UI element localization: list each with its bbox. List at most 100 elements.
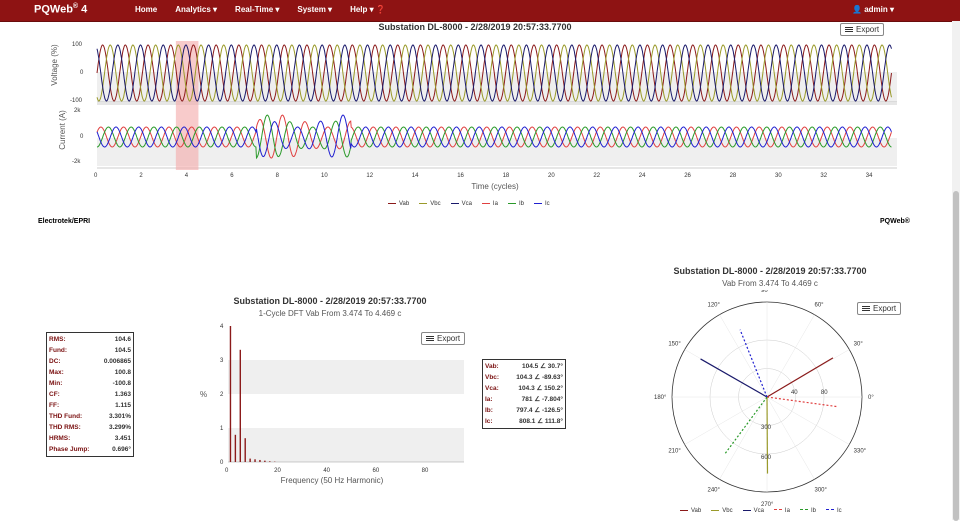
legend-item-vab[interactable]: Vab: [388, 201, 409, 207]
stat-value: 1.115: [115, 400, 131, 411]
polar-current-radial-tick: 40: [791, 390, 798, 396]
dft-y-tick: 2: [220, 392, 224, 398]
polar-angle-tick: 90°: [761, 290, 771, 294]
stat-row: Min: -100.8: [49, 378, 131, 389]
phasor-values-table: Vab:104.5 ∠ 30.7°Vbc:104.3 ∠ -89.63°Vca:…: [482, 359, 566, 429]
stat-label: Min:: [49, 378, 62, 389]
footer-right-credit: PQWeb®: [880, 218, 910, 225]
phasor-row: Ib:797.4 ∠ -126.5°: [485, 405, 563, 416]
time-axis-label: Time (cycles): [455, 182, 535, 191]
phasor-vector-ic[interactable]: [740, 330, 767, 397]
phasor-value: 781 ∠ -7.804°: [522, 394, 563, 405]
time-tick: 2: [139, 173, 142, 179]
dft-y-tick: 4: [220, 324, 224, 330]
dft-bar[interactable]: [235, 435, 236, 462]
stat-row: RMS: 104.6: [49, 334, 131, 345]
stat-value: 3.299%: [109, 422, 131, 433]
time-tick: 20: [548, 173, 555, 179]
phasor-label: Vbc:: [485, 372, 499, 383]
stat-label: FF:: [49, 400, 59, 411]
polar-angle-tick: 120°: [708, 302, 721, 308]
phasor-label: Ia:: [485, 394, 493, 405]
phasor-value: 797.4 ∠ -126.5°: [516, 405, 563, 416]
selection-highlight[interactable]: [176, 41, 199, 170]
stat-label: CF:: [49, 389, 60, 400]
legend-item-ib[interactable]: Ib: [508, 201, 524, 207]
dft-y-tick: 0: [220, 460, 224, 466]
stat-row: Fund:104.5: [49, 345, 131, 356]
legend-item-vca[interactable]: Vca: [451, 201, 472, 207]
stat-value: -100.8: [113, 378, 131, 389]
polar-angle-tick: 150°: [668, 342, 681, 348]
time-tick: 32: [820, 173, 827, 179]
dft-x-tick: 80: [422, 468, 429, 474]
polar-angle-tick: 300°: [815, 488, 828, 494]
stat-row: DC: 0.006865: [49, 356, 131, 367]
stat-row: THD RMS:3.299%: [49, 422, 131, 433]
stat-row: FF: 1.115: [49, 400, 131, 411]
time-tick: 34: [866, 173, 873, 179]
dft-subtitle: 1-Cycle DFT Vab From 3.474 To 4.469 c: [200, 309, 460, 318]
scrollbar-thumb[interactable]: [953, 191, 959, 521]
stat-value: 0.696°: [112, 444, 131, 455]
stat-label: RMS:: [49, 334, 66, 345]
time-tick: 28: [730, 173, 737, 179]
stat-label: DC:: [49, 356, 61, 367]
dft-bar[interactable]: [269, 461, 270, 462]
polar-legend-ib[interactable]: Ib: [800, 508, 816, 514]
waveform-chart[interactable]: [0, 0, 960, 200]
dft-bar[interactable]: [264, 461, 265, 462]
polar-legend: Vab Vbc Vca Ia Ib Ic: [680, 508, 842, 514]
waveform-legend: Vab Vbc Vca Ia Ib Ic: [388, 201, 550, 207]
legend-item-ia[interactable]: Ia: [482, 201, 498, 207]
dft-bar[interactable]: [240, 350, 241, 462]
dft-bar[interactable]: [249, 459, 250, 462]
time-tick: 10: [321, 173, 328, 179]
legend-item-ic[interactable]: Ic: [534, 201, 550, 207]
dft-y-tick: 3: [220, 358, 224, 364]
stat-value: 3.451: [115, 433, 131, 444]
polar-subtitle: Vab From 3.474 To 4.469 c: [630, 279, 910, 288]
polar-legend-ia[interactable]: Ia: [774, 508, 790, 514]
dft-x-axis-label: Frequency (50 Hz Harmonic): [262, 476, 402, 485]
polar-legend-vab[interactable]: Vab: [680, 508, 701, 514]
legend-item-vbc[interactable]: Vbc: [419, 201, 440, 207]
polar-legend-vca[interactable]: Vca: [743, 508, 764, 514]
polar-legend-ic[interactable]: Ic: [826, 508, 842, 514]
phasor-row: Vbc:104.3 ∠ -89.63°: [485, 372, 563, 383]
stat-label: Max:: [49, 367, 64, 378]
polar-angle-tick: 210°: [668, 449, 681, 455]
stat-row: Max:100.8: [49, 367, 131, 378]
time-tick: 18: [503, 173, 510, 179]
phasor-polar-chart[interactable]: 0°30°60°90°120°150°180°210°240°270°300°3…: [640, 290, 900, 510]
phasor-row: Ia: 781 ∠ -7.804°: [485, 394, 563, 405]
polar-radial-tick: 600: [761, 455, 772, 461]
phasor-label: Vab:: [485, 361, 499, 372]
phasor-vector-ia[interactable]: [767, 397, 836, 407]
dft-x-tick: 0: [225, 468, 229, 474]
polar-angle-tick: 30°: [854, 342, 864, 348]
dft-y-axis-label: %: [200, 390, 207, 399]
dft-x-tick: 20: [274, 468, 281, 474]
dft-bar[interactable]: [230, 326, 231, 462]
dft-bar[interactable]: [245, 438, 246, 462]
time-tick: 4: [185, 173, 188, 179]
stat-value: 0.006865: [104, 356, 131, 367]
dft-bar[interactable]: [254, 459, 255, 462]
footer-left-credit: Electrotek/EPRI: [38, 218, 90, 225]
stat-value: 104.6: [115, 334, 131, 345]
time-tick: 14: [412, 173, 419, 179]
polar-radial-tick: 300: [761, 425, 772, 431]
phasor-row: Ic:808.1 ∠ 111.8°: [485, 416, 563, 427]
stat-value: 1.363: [115, 389, 131, 400]
polar-legend-vbc[interactable]: Vbc: [711, 508, 732, 514]
phasor-value: 104.5 ∠ 30.7°: [522, 361, 563, 372]
stat-row: HRMS: 3.451: [49, 433, 131, 444]
dft-bar[interactable]: [259, 460, 260, 462]
stat-value: 3.301%: [109, 411, 131, 422]
polar-angle-tick: 0°: [868, 395, 874, 401]
stat-label: HRMS:: [49, 433, 70, 444]
polar-angle-tick: 180°: [654, 395, 667, 401]
polar-current-radial-tick: 80: [821, 390, 828, 396]
